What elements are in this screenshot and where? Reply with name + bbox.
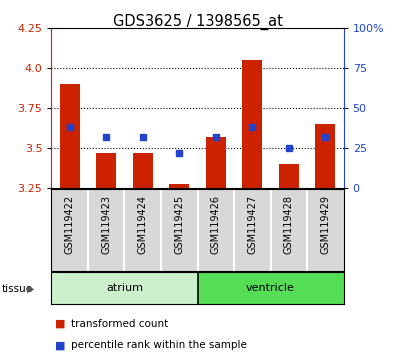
Text: GSM119427: GSM119427 — [247, 195, 257, 255]
Bar — [60, 84, 80, 188]
Text: ventricle: ventricle — [246, 283, 295, 293]
Bar — [315, 124, 335, 188]
Bar — [96, 153, 116, 188]
Text: tissue: tissue — [2, 284, 33, 293]
Text: GSM119424: GSM119424 — [138, 195, 148, 254]
Text: ■: ■ — [55, 319, 66, 329]
Text: transformed count: transformed count — [71, 319, 168, 329]
Bar — [206, 137, 226, 188]
Text: ■: ■ — [55, 340, 66, 350]
Text: GSM119429: GSM119429 — [320, 195, 330, 254]
Text: ▶: ▶ — [27, 284, 34, 294]
Bar — [279, 164, 299, 188]
Bar — [51, 272, 198, 304]
Bar — [198, 272, 344, 304]
Text: GSM119423: GSM119423 — [101, 195, 111, 254]
Bar — [169, 184, 189, 188]
Bar — [133, 153, 153, 188]
Text: GSM119422: GSM119422 — [65, 195, 75, 255]
Bar — [242, 60, 262, 188]
Text: GDS3625 / 1398565_at: GDS3625 / 1398565_at — [113, 14, 282, 30]
Text: atrium: atrium — [106, 283, 143, 293]
Text: GSM119428: GSM119428 — [284, 195, 294, 254]
Text: percentile rank within the sample: percentile rank within the sample — [71, 340, 247, 350]
Text: GSM119426: GSM119426 — [211, 195, 221, 254]
Text: GSM119425: GSM119425 — [174, 195, 184, 255]
